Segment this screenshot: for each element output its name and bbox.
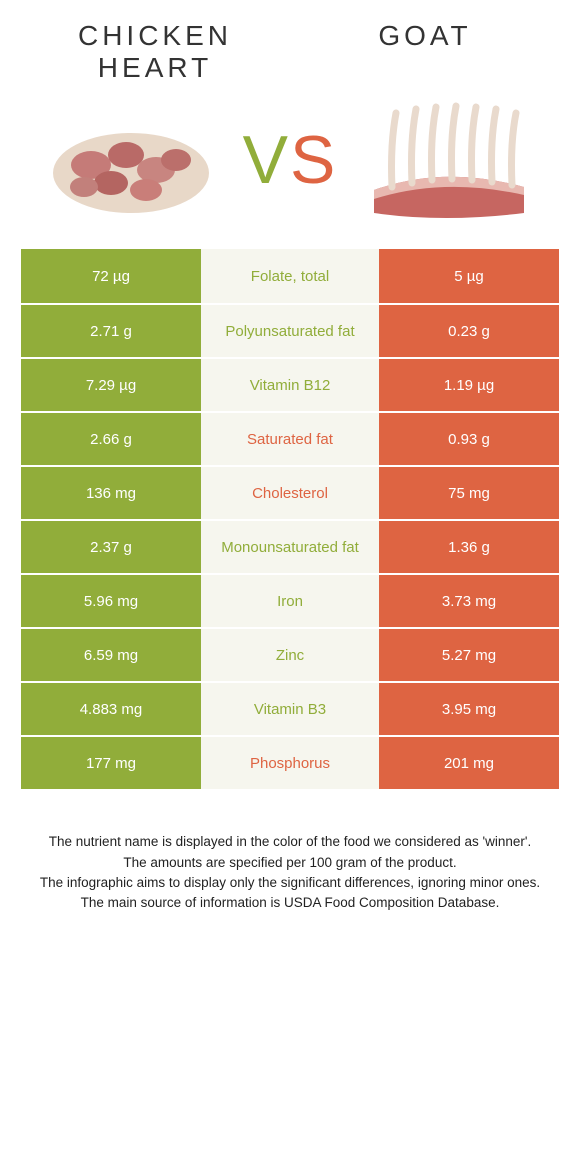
footnote-line: The infographic aims to display only the…	[34, 873, 546, 893]
footnotes: The nutrient name is displayed in the co…	[20, 832, 560, 913]
left-food-image	[20, 90, 243, 230]
right-value-cell: 1.36 g	[379, 521, 559, 573]
left-food-title: CHICKEN HEART	[20, 20, 290, 84]
footnote-line: The nutrient name is displayed in the co…	[34, 832, 546, 852]
nutrient-table: 72 µgFolate, total5 µg2.71 gPolyunsatura…	[20, 248, 560, 790]
nutrient-label-cell: Monounsaturated fat	[201, 521, 379, 573]
left-food-name-line1: CHICKEN	[78, 20, 232, 51]
right-food-image	[337, 90, 560, 230]
goat-rack-icon	[354, 95, 544, 225]
right-value-cell: 3.73 mg	[379, 575, 559, 627]
left-value-cell: 2.71 g	[21, 305, 201, 357]
table-row: 5.96 mgIron3.73 mg	[21, 573, 559, 627]
left-value-cell: 136 mg	[21, 467, 201, 519]
nutrient-label-cell: Iron	[201, 575, 379, 627]
footnote-line: The main source of information is USDA F…	[34, 893, 546, 913]
table-row: 136 mgCholesterol75 mg	[21, 465, 559, 519]
left-value-cell: 177 mg	[21, 737, 201, 789]
right-value-cell: 0.23 g	[379, 305, 559, 357]
right-value-cell: 75 mg	[379, 467, 559, 519]
left-value-cell: 72 µg	[21, 249, 201, 303]
left-value-cell: 2.37 g	[21, 521, 201, 573]
right-food-name: GOAT	[290, 20, 560, 52]
right-value-cell: 1.19 µg	[379, 359, 559, 411]
right-value-cell: 201 mg	[379, 737, 559, 789]
vs-letter-s: S	[290, 122, 337, 198]
nutrient-label-cell: Phosphorus	[201, 737, 379, 789]
footnote-line: The amounts are specified per 100 gram o…	[34, 853, 546, 873]
table-row: 2.66 gSaturated fat0.93 g	[21, 411, 559, 465]
table-row: 7.29 µgVitamin B121.19 µg	[21, 357, 559, 411]
left-value-cell: 2.66 g	[21, 413, 201, 465]
right-value-cell: 5 µg	[379, 249, 559, 303]
left-food-name: CHICKEN HEART	[20, 20, 290, 84]
right-value-cell: 0.93 g	[379, 413, 559, 465]
left-food-name-line2: HEART	[98, 52, 212, 83]
table-row: 177 mgPhosphorus201 mg	[21, 735, 559, 789]
nutrient-label-cell: Folate, total	[201, 249, 379, 303]
right-value-cell: 5.27 mg	[379, 629, 559, 681]
vs-row: VS	[20, 90, 560, 230]
table-row: 2.37 gMonounsaturated fat1.36 g	[21, 519, 559, 573]
vs-letter-v: V	[243, 122, 290, 198]
nutrient-label-cell: Zinc	[201, 629, 379, 681]
chicken-heart-icon	[36, 95, 226, 225]
right-food-title: GOAT	[290, 20, 560, 52]
right-value-cell: 3.95 mg	[379, 683, 559, 735]
table-row: 4.883 mgVitamin B33.95 mg	[21, 681, 559, 735]
food-titles-row: CHICKEN HEART GOAT	[20, 20, 560, 84]
nutrient-label-cell: Cholesterol	[201, 467, 379, 519]
left-value-cell: 4.883 mg	[21, 683, 201, 735]
right-food-name-line1: GOAT	[378, 20, 471, 51]
table-row: 2.71 gPolyunsaturated fat0.23 g	[21, 303, 559, 357]
left-value-cell: 6.59 mg	[21, 629, 201, 681]
nutrient-label-cell: Polyunsaturated fat	[201, 305, 379, 357]
left-value-cell: 7.29 µg	[21, 359, 201, 411]
nutrient-label-cell: Vitamin B12	[201, 359, 379, 411]
infographic-container: CHICKEN HEART GOAT VS	[0, 0, 580, 943]
table-row: 72 µgFolate, total5 µg	[21, 249, 559, 303]
table-row: 6.59 mgZinc5.27 mg	[21, 627, 559, 681]
left-value-cell: 5.96 mg	[21, 575, 201, 627]
vs-label: VS	[243, 121, 338, 199]
nutrient-label-cell: Saturated fat	[201, 413, 379, 465]
nutrient-label-cell: Vitamin B3	[201, 683, 379, 735]
